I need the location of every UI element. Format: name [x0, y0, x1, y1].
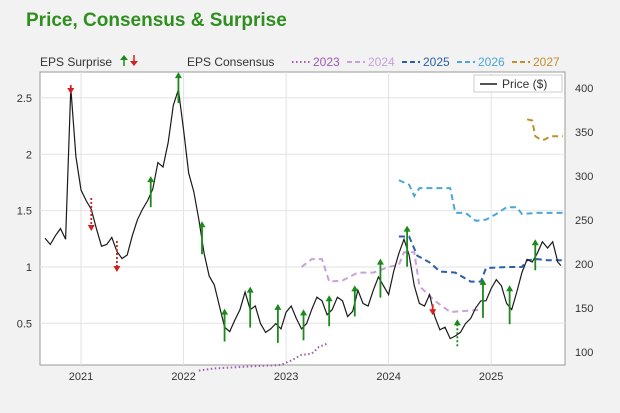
left-y-tick-label: 0.5: [17, 318, 32, 330]
legend-price-label: Price ($): [502, 77, 547, 91]
arrow-head: [174, 72, 182, 79]
arrow-head: [274, 303, 282, 310]
consensus-line-2025: [398, 235, 563, 283]
arrow-head: [325, 295, 333, 302]
surprise-up-icon: [120, 55, 128, 66]
consensus-legend-2023: 2023: [292, 55, 340, 69]
legend-eps-surprise: EPS Surprise: [40, 55, 112, 69]
surprise-up-arrow: [531, 239, 539, 271]
right-y-tick-label: 100: [575, 347, 593, 359]
arrow-head: [376, 258, 384, 265]
surprise-up-arrow: [174, 72, 182, 104]
x-tick-label: 2022: [171, 371, 195, 383]
legend-year-label: 2026: [478, 55, 505, 69]
arrow-head: [429, 309, 437, 316]
consensus-legend: 2023 2024 2025 2026 2027: [292, 55, 560, 69]
right-y-tick-label: 350: [575, 127, 593, 139]
arrow-head: [198, 221, 206, 228]
surprise-down-arrow: [87, 198, 95, 232]
x-tick-label: 2021: [69, 371, 93, 383]
legend-year-label: 2024: [368, 55, 395, 69]
surprise-up-arrow: [274, 303, 282, 343]
legend-eps-consensus: EPS Consensus: [187, 55, 274, 69]
consensus-legend-2027: 2027: [512, 55, 560, 69]
arrow-head: [300, 309, 308, 316]
right-y-tick-label: 400: [575, 83, 593, 95]
x-tick-label: 2025: [479, 371, 503, 383]
surprise-up-arrow: [147, 176, 155, 208]
consensus-line-2024: [300, 251, 481, 314]
arrow-head: [246, 286, 254, 293]
surprise-up-arrow: [453, 319, 461, 347]
arrow-head: [531, 239, 539, 246]
right-y-tick-label: 200: [575, 259, 593, 271]
consensus-legend-2026: 2026: [457, 55, 505, 69]
right-y-axis-ticks: 100 150 200 250 300 350 400: [575, 83, 593, 359]
surprise-up-arrow: [198, 221, 206, 255]
consensus-legend-2024: 2024: [347, 55, 395, 69]
right-y-tick-label: 150: [575, 303, 593, 315]
arrow-head: [479, 278, 487, 285]
surprise-down-icon: [130, 55, 138, 66]
surprise-up-arrow: [246, 286, 254, 328]
plot-area: [39, 71, 566, 366]
left-y-tick-label: 2: [26, 149, 32, 161]
surprise-up-arrow: [351, 285, 359, 317]
legend-year-label: 2025: [423, 55, 450, 69]
surprise-down-arrow: [113, 240, 121, 272]
x-axis-ticks: 2021 2022 2023 2024 2025: [69, 371, 504, 383]
consensus-line-2027: [526, 118, 563, 141]
legend-year-label: 2023: [313, 55, 340, 69]
left-y-tick-label: 2.5: [17, 93, 32, 105]
arrow-head: [87, 225, 95, 232]
legend-year-label: 2027: [533, 55, 560, 69]
arrow-head: [351, 285, 359, 292]
x-tick-label: 2023: [274, 371, 298, 383]
surprise-down-arrow: [429, 304, 437, 316]
legend-price: Price ($): [473, 74, 563, 93]
surprise-up-arrow: [300, 309, 308, 341]
arrow-head: [403, 225, 411, 232]
consensus-line-2023: [198, 342, 328, 372]
arrow-head: [221, 308, 229, 315]
left-y-axis-ticks: 0.5 1 1.5 2 2.5: [17, 93, 32, 330]
arrow-head: [147, 176, 155, 183]
right-y-tick-label: 250: [575, 215, 593, 227]
x-tick-label: 2024: [376, 371, 400, 383]
consensus-lines: [198, 118, 563, 372]
surprise-up-arrow: [221, 308, 229, 342]
surprise-up-arrow: [325, 295, 333, 327]
arrow-head: [67, 88, 75, 95]
surprise-up-arrow: [506, 285, 514, 325]
arrow-head: [506, 285, 514, 292]
surprise-down-arrow: [67, 85, 75, 95]
consensus-legend-2025: 2025: [402, 55, 450, 69]
surprise-up-arrow: [403, 225, 411, 267]
surprise-up-arrow: [479, 278, 487, 318]
right-y-tick-label: 300: [575, 171, 593, 183]
consensus-line-2026: [398, 179, 563, 222]
surprise-arrows: [67, 72, 539, 347]
chart-title: Price, Consensus & Surprise: [26, 10, 287, 31]
left-y-tick-label: 1: [26, 262, 32, 274]
left-y-tick-label: 1.5: [17, 206, 32, 218]
surprise-up-arrow: [376, 258, 384, 298]
arrow-head: [453, 319, 461, 326]
arrow-head: [113, 265, 121, 272]
